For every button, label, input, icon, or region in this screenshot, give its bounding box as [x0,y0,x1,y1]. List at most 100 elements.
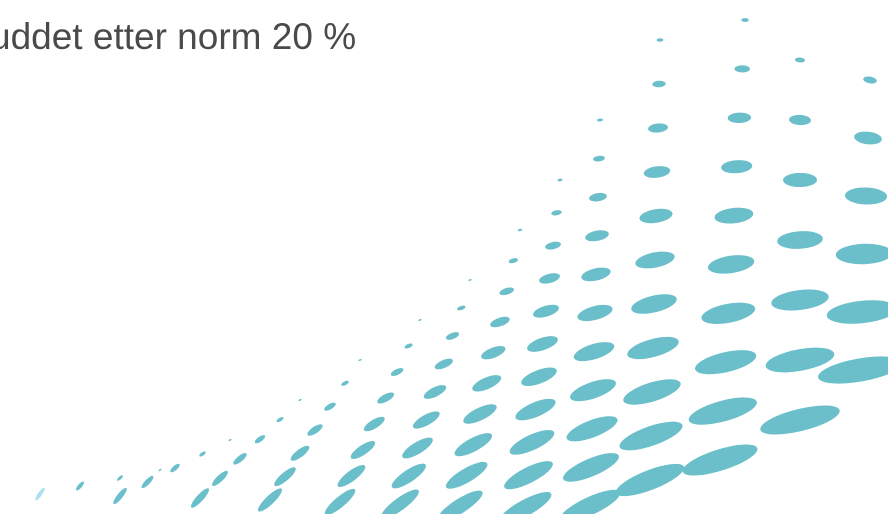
halftone-dot [765,347,835,373]
halftone-dot [623,379,681,405]
halftone-dot [585,230,609,242]
halftone-dot [324,488,356,514]
halftone-dot [789,114,811,126]
halftone-dot [844,187,888,205]
halftone-dot [472,375,502,392]
halftone-dot [324,402,336,411]
halftone-dot [771,289,829,311]
halftone-dot [835,243,888,265]
halftone-dot [707,255,755,274]
halftone-dot [337,464,366,488]
halftone-dot [481,346,506,360]
halftone-dot [445,332,460,340]
halftone-dot [593,155,605,162]
halftone-dot [818,356,888,384]
halftone-dot [794,57,806,63]
halftone-dot [75,481,85,491]
halftone-dot [515,398,556,421]
halftone-dot [402,437,433,459]
halftone-dot [498,491,552,514]
halftone-dot [158,468,162,472]
halftone-dot [257,488,283,512]
halftone-dot [307,424,323,436]
halftone-dot [570,379,616,402]
halftone-dot [635,251,675,269]
halftone-dot [777,231,823,249]
halftone-dot [682,444,758,476]
halftone-dot [490,316,510,328]
halftone-dot [437,490,483,514]
halftone-dot [463,404,497,424]
halftone-dot [412,411,440,429]
halftone-dot [468,279,472,281]
halftone-dot [276,417,284,423]
halftone-dot [581,267,611,282]
halftone-dot [563,453,619,482]
halftone-dot [863,76,877,84]
halftone-dot [741,18,749,22]
halftone-dot [639,208,673,224]
halftone-dot [539,273,560,284]
halftone-dot [656,38,664,42]
halftone-dot [499,287,514,296]
halftone-dot [589,192,607,202]
halftone-dot [826,300,888,324]
halftone-dot [199,451,206,457]
halftone-dot [695,350,757,375]
halftone-dot [457,305,466,311]
halftone-dot [454,433,493,457]
halftone-dot [631,294,677,314]
halftone-dot [648,123,668,133]
halftone-dot [290,445,310,461]
halftone-dot [228,438,232,442]
halftone-dot [615,463,685,497]
halftone-dot [517,228,523,232]
halftone-dot [557,178,563,182]
halftone-dot [404,343,413,349]
halftone-dot [527,336,558,352]
halftone-dot [619,421,683,451]
halftone-dot [521,367,557,387]
halftone-dot [551,210,562,216]
halftone-dot [688,397,757,425]
halftone-dot [566,416,618,442]
halftone-dot [35,487,45,501]
halftone-dot [509,430,555,455]
halftone-dot [377,392,395,404]
halftone-dot [117,475,123,481]
halftone-dot [418,319,422,321]
halftone-dot [298,398,302,402]
halftone-dot [381,489,419,514]
halftone-dot [390,368,404,376]
halftone-dot [573,342,615,362]
halftone-dot [254,435,266,444]
halftone-dot [212,470,228,487]
halftone-dot [190,488,210,508]
halftone-dot [577,304,613,322]
halftone-dot [233,453,247,465]
halftone-dot [627,336,679,360]
halftone-dot [423,385,447,399]
halftone-dot [391,463,427,489]
halftone-dot [358,358,362,362]
halftone-dot [445,461,488,489]
halftone-dot [545,241,561,250]
halftone-dot [701,302,756,324]
halftone-dot [508,258,518,264]
halftone-dot [760,405,840,435]
halftone-dot [170,463,180,473]
halftone-dot [350,440,376,460]
halftone-dot [363,416,385,432]
halftone-dot [533,304,559,318]
halftone-dot [559,489,621,514]
halftone-dot [597,118,603,122]
halftone-dot [783,172,817,188]
halftone-dot [113,487,127,505]
halftone-dot [714,207,754,224]
halftone-dot [141,475,154,489]
halftone-dot [854,131,882,145]
halftone-dot [727,112,752,124]
halftone-dot [341,380,349,386]
halftone-dot [434,358,453,370]
